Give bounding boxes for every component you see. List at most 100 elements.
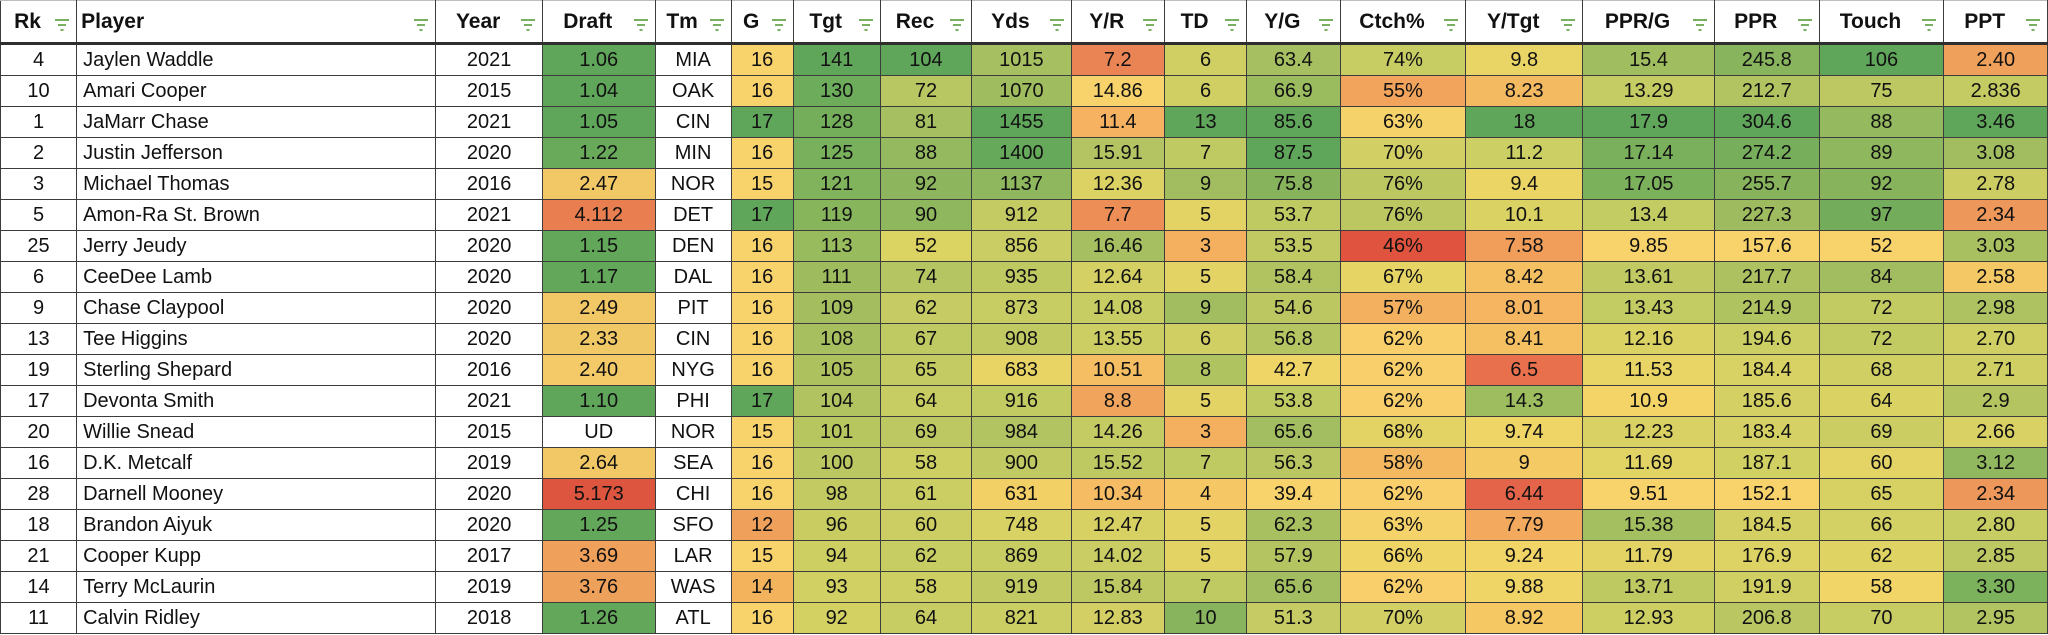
cell-tgt[interactable]: 100 (792, 447, 881, 479)
cell-rk[interactable]: 3 (0, 168, 78, 200)
cell-tm[interactable]: NOR (654, 416, 732, 448)
cell-tgt[interactable]: 98 (792, 478, 881, 510)
cell-yg[interactable]: 42.7 (1246, 354, 1341, 386)
cell-draft[interactable]: 2.47 (541, 168, 656, 200)
filter-icon[interactable] (709, 14, 725, 31)
cell-player[interactable]: Brandon Aiyuk (76, 509, 437, 541)
cell-touch[interactable]: 97 (1818, 199, 1945, 231)
cell-touch[interactable]: 75 (1818, 75, 1945, 107)
column-header-draft[interactable]: Draft (541, 0, 656, 44)
cell-draft[interactable]: 1.04 (541, 75, 656, 107)
cell-touch[interactable]: 64 (1818, 385, 1945, 417)
column-header-pprg[interactable]: PPR/G (1582, 0, 1715, 44)
cell-ppt[interactable]: 2.85 (1943, 540, 2048, 572)
cell-tgt[interactable]: 96 (792, 509, 881, 541)
cell-year[interactable]: 2017 (435, 540, 543, 572)
cell-ctch[interactable]: 76% (1339, 168, 1467, 200)
cell-yr[interactable]: 14.86 (1070, 75, 1165, 107)
cell-yds[interactable]: 1137 (971, 168, 1072, 200)
cell-yr[interactable]: 12.36 (1070, 168, 1165, 200)
cell-rk[interactable]: 2 (0, 137, 78, 169)
cell-yr[interactable]: 14.02 (1070, 540, 1165, 572)
cell-yds[interactable]: 935 (971, 261, 1072, 293)
cell-tgt[interactable]: 121 (792, 168, 881, 200)
cell-player[interactable]: Jerry Jeudy (76, 230, 437, 262)
cell-ppt[interactable]: 2.71 (1943, 354, 2048, 386)
cell-yg[interactable]: 56.3 (1246, 447, 1341, 479)
cell-ytgt[interactable]: 8.23 (1465, 75, 1584, 107)
cell-ctch[interactable]: 74% (1339, 43, 1467, 76)
cell-ctch[interactable]: 55% (1339, 75, 1467, 107)
cell-rec[interactable]: 62 (879, 292, 973, 324)
cell-ctch[interactable]: 63% (1339, 106, 1467, 138)
cell-rk[interactable]: 5 (0, 199, 78, 231)
cell-rk[interactable]: 6 (0, 261, 78, 293)
cell-pprg[interactable]: 10.9 (1582, 385, 1715, 417)
cell-player[interactable]: CeeDee Lamb (76, 261, 437, 293)
cell-rk[interactable]: 14 (0, 571, 78, 603)
cell-tgt[interactable]: 93 (792, 571, 881, 603)
table-row[interactable]: 6 CeeDee Lamb 2020 1.17 DAL 16 111 74 935 12.64 5 5… (0, 261, 2048, 293)
cell-year[interactable]: 2020 (435, 292, 543, 324)
cell-ppr[interactable]: 304.6 (1714, 106, 1820, 138)
cell-yg[interactable]: 53.5 (1246, 230, 1341, 262)
cell-year[interactable]: 2016 (435, 168, 543, 200)
cell-ytgt[interactable]: 7.79 (1465, 509, 1584, 541)
cell-g[interactable]: 17 (730, 199, 794, 231)
cell-yds[interactable]: 916 (971, 385, 1072, 417)
cell-ppr[interactable]: 194.6 (1714, 323, 1820, 355)
cell-tgt[interactable]: 111 (792, 261, 881, 293)
cell-player[interactable]: Chase Claypool (76, 292, 437, 324)
cell-td[interactable]: 5 (1163, 385, 1248, 417)
cell-ytgt[interactable]: 8.92 (1465, 602, 1584, 634)
cell-yds[interactable]: 821 (971, 602, 1072, 634)
cell-rk[interactable]: 1 (0, 106, 78, 138)
cell-ppr[interactable]: 212.7 (1714, 75, 1820, 107)
cell-yds[interactable]: 856 (971, 230, 1072, 262)
cell-tgt[interactable]: 113 (792, 230, 881, 262)
cell-rec[interactable]: 61 (879, 478, 973, 510)
cell-rec[interactable]: 62 (879, 540, 973, 572)
column-header-g[interactable]: G (730, 0, 794, 44)
cell-ppt[interactable]: 2.80 (1943, 509, 2048, 541)
column-header-rk[interactable]: Rk (0, 0, 78, 44)
cell-td[interactable]: 9 (1163, 168, 1248, 200)
cell-ctch[interactable]: 62% (1339, 571, 1467, 603)
cell-yg[interactable]: 51.3 (1246, 602, 1341, 634)
cell-yg[interactable]: 53.8 (1246, 385, 1341, 417)
column-header-tm[interactable]: Tm (654, 0, 732, 44)
cell-draft[interactable]: 2.49 (541, 292, 656, 324)
cell-pprg[interactable]: 12.16 (1582, 323, 1715, 355)
cell-tm[interactable]: DAL (654, 261, 732, 293)
cell-rk[interactable]: 9 (0, 292, 78, 324)
cell-rk[interactable]: 18 (0, 509, 78, 541)
column-header-tgt[interactable]: Tgt (792, 0, 881, 44)
cell-ctch[interactable]: 62% (1339, 354, 1467, 386)
cell-touch[interactable]: 89 (1818, 137, 1945, 169)
cell-tgt[interactable]: 119 (792, 199, 881, 231)
table-row[interactable]: 28 Darnell Mooney 2020 5.173 CHI 16 98 61 631 10.… (0, 478, 2048, 510)
filter-icon[interactable] (1142, 14, 1158, 31)
cell-touch[interactable]: 92 (1818, 168, 1945, 200)
table-row[interactable]: 2 Justin Jefferson 2020 1.22 MIN 16 125 88 1400 1… (0, 137, 2048, 169)
cell-rk[interactable]: 21 (0, 540, 78, 572)
cell-touch[interactable]: 66 (1818, 509, 1945, 541)
cell-g[interactable]: 16 (730, 478, 794, 510)
column-header-yg[interactable]: Y/G (1246, 0, 1341, 44)
cell-ppt[interactable]: 3.08 (1943, 137, 2048, 169)
cell-tm[interactable]: NOR (654, 168, 732, 200)
cell-tgt[interactable]: 104 (792, 385, 881, 417)
table-row[interactable]: 21 Cooper Kupp 2017 3.69 LAR 15 94 62 869 14.02 5 5… (0, 540, 2048, 572)
cell-player[interactable]: Terry McLaurin (76, 571, 437, 603)
cell-ctch[interactable]: 46% (1339, 230, 1467, 262)
cell-yds[interactable]: 869 (971, 540, 1072, 572)
cell-yg[interactable]: 65.6 (1246, 571, 1341, 603)
cell-pprg[interactable]: 13.61 (1582, 261, 1715, 293)
cell-tm[interactable]: PHI (654, 385, 732, 417)
cell-draft[interactable]: 1.17 (541, 261, 656, 293)
cell-ytgt[interactable]: 9.24 (1465, 540, 1584, 572)
cell-yr[interactable]: 12.83 (1070, 602, 1165, 634)
cell-td[interactable]: 3 (1163, 416, 1248, 448)
filter-icon[interactable] (1560, 14, 1576, 31)
cell-yds[interactable]: 900 (971, 447, 1072, 479)
